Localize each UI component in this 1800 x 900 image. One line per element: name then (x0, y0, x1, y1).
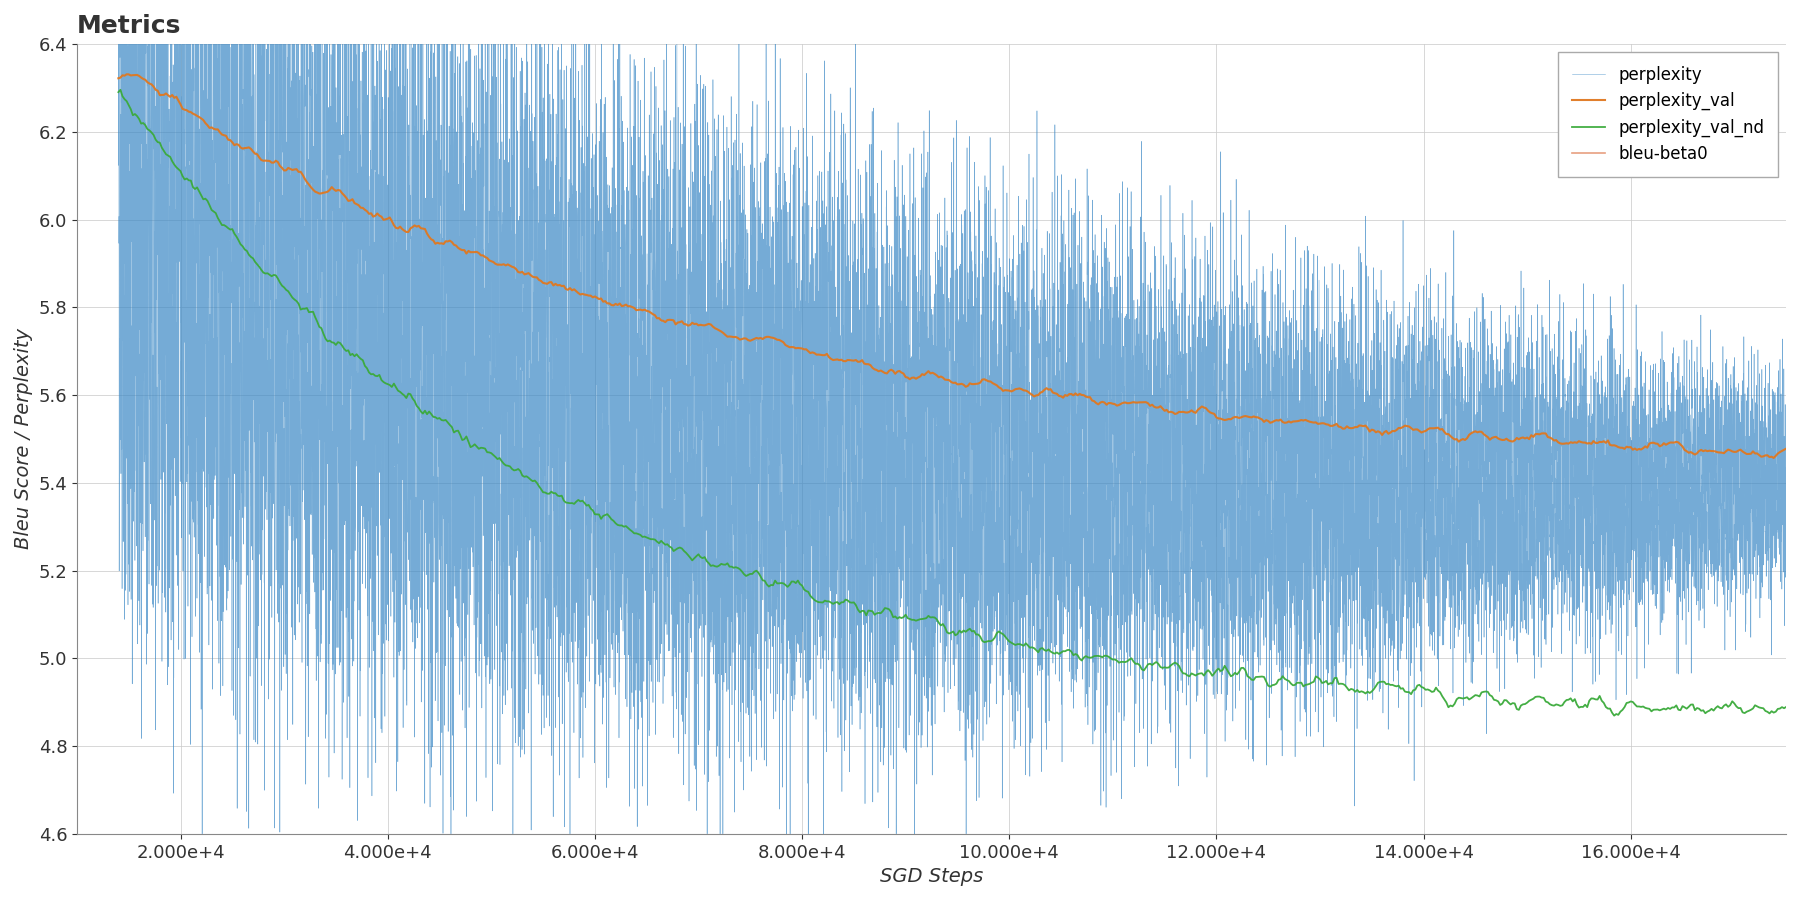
perplexity_val (108, 73, 130, 84)
perplexity (191, 828, 212, 839)
Legend: perplexity, perplexity_val, perplexity_val_nd, bleu-beta0: perplexity, perplexity_val, perplexity_v… (1559, 52, 1778, 176)
perplexity_val (751, 332, 772, 343)
perplexity_val_nd (1604, 710, 1625, 721)
perplexity_val_nd (1076, 652, 1098, 662)
perplexity (1701, 453, 1723, 464)
perplexity_val_nd (108, 86, 130, 97)
perplexity (254, 299, 275, 310)
perplexity_val (115, 69, 137, 80)
perplexity_val (130, 72, 151, 83)
perplexity_val (1762, 453, 1784, 464)
perplexity (1775, 558, 1796, 569)
perplexity_val (785, 343, 806, 354)
perplexity_val (1253, 417, 1274, 428)
Line: perplexity_val_nd: perplexity_val_nd (119, 90, 1786, 716)
perplexity (1177, 408, 1199, 418)
perplexity_val (1076, 392, 1098, 402)
Text: Metrics: Metrics (77, 14, 182, 38)
Y-axis label: Bleu Score / Perplexity: Bleu Score / Perplexity (14, 328, 32, 549)
perplexity_val_nd (1314, 677, 1336, 688)
perplexity (1418, 626, 1440, 637)
perplexity_val_nd (1253, 671, 1274, 682)
perplexity (1672, 573, 1694, 584)
Line: perplexity_val: perplexity_val (119, 75, 1786, 458)
perplexity_val_nd (751, 572, 772, 582)
perplexity_val (1314, 418, 1336, 428)
perplexity (698, 497, 720, 508)
perplexity_val_nd (1775, 702, 1796, 713)
Line: perplexity: perplexity (119, 0, 1786, 833)
perplexity_val_nd (110, 85, 131, 95)
X-axis label: SGD Steps: SGD Steps (880, 867, 983, 886)
perplexity_val_nd (785, 578, 806, 589)
perplexity_val_nd (130, 118, 151, 129)
perplexity_val (1775, 444, 1796, 454)
